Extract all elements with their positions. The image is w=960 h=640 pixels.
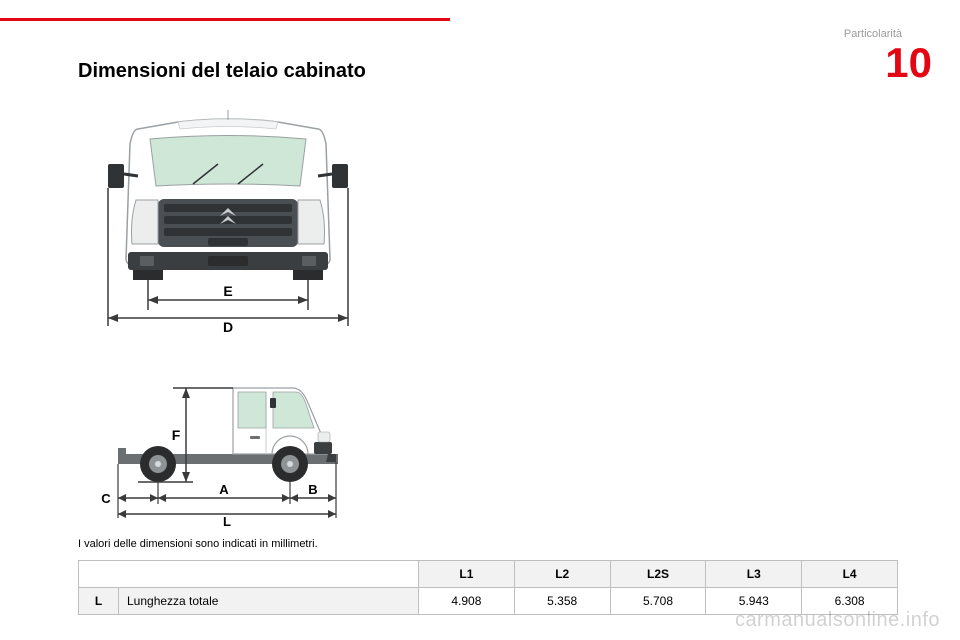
cell-l1: 4.908 xyxy=(419,588,515,615)
top-accent-bar xyxy=(0,18,450,21)
dim-label-d: D xyxy=(223,319,233,335)
cell-l2: 5.358 xyxy=(514,588,610,615)
col-l2: L2 xyxy=(514,561,610,588)
row-name: Lunghezza totale xyxy=(119,588,419,615)
table-header-row: L1 L2 L2S L3 L4 xyxy=(79,561,898,588)
cell-l2s: 5.708 xyxy=(610,588,706,615)
dim-label-l: L xyxy=(223,514,231,528)
figure-front-view: E D xyxy=(78,104,378,362)
chapter-number: 10 xyxy=(885,42,932,84)
page-title: Dimensioni del telaio cabinato xyxy=(78,60,366,83)
dim-label-c: C xyxy=(101,491,111,506)
col-l2s: L2S xyxy=(610,561,706,588)
row-letter: L xyxy=(79,588,119,615)
dim-label-b: B xyxy=(308,482,317,497)
dim-label-e: E xyxy=(223,283,232,299)
col-l4: L4 xyxy=(802,561,898,588)
col-l3: L3 xyxy=(706,561,802,588)
table-header-spacer xyxy=(79,561,419,588)
watermark-text: carmanualsonline.info xyxy=(735,609,940,632)
figure-side-view: F C A B L xyxy=(78,358,378,528)
col-l1: L1 xyxy=(419,561,515,588)
dim-label-a: A xyxy=(219,482,229,497)
figure-caption: I valori delle dimensioni sono indicati … xyxy=(78,538,318,550)
dim-label-f: F xyxy=(172,427,181,443)
dimensions-table: L1 L2 L2S L3 L4 L Lunghezza totale 4.908… xyxy=(78,560,898,615)
